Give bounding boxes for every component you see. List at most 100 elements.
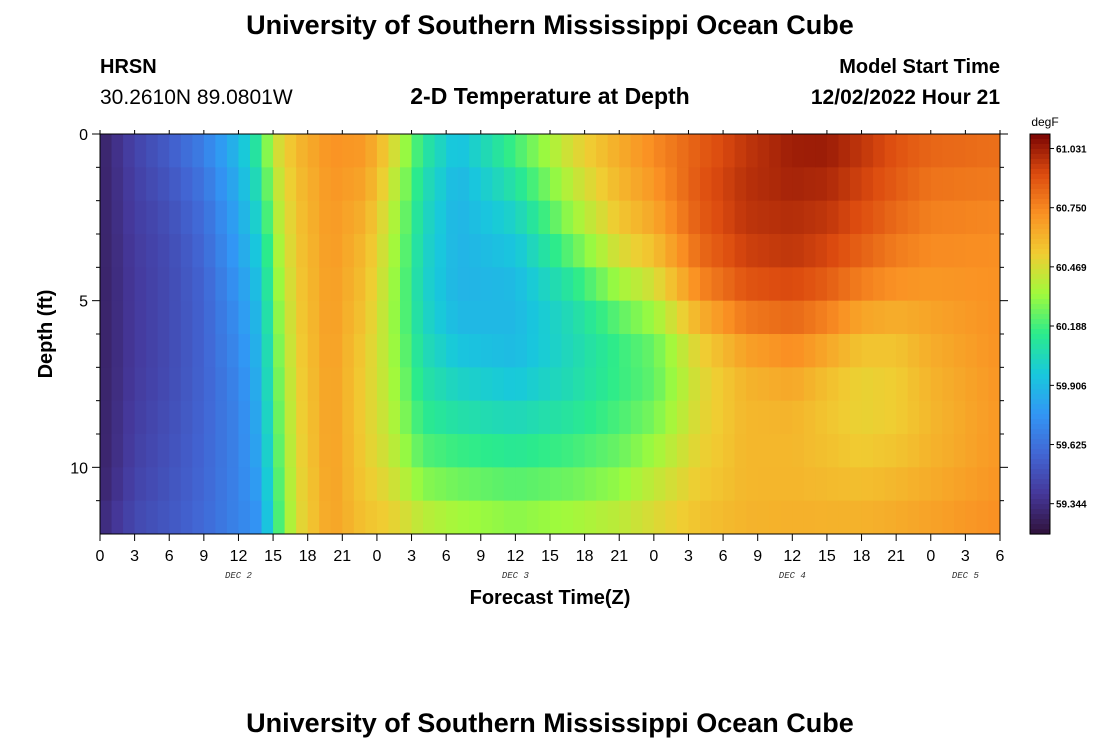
heatmap-cell: [653, 500, 666, 534]
heatmap-cell: [296, 234, 309, 268]
heatmap-cell: [815, 134, 828, 168]
heatmap-cell: [100, 400, 113, 435]
heatmap-cell: [492, 434, 505, 468]
heatmap-cell: [711, 234, 724, 268]
heatmap-cell: [700, 134, 713, 168]
heatmap-cell: [607, 367, 620, 402]
heatmap-cell: [457, 234, 470, 268]
heatmap-cell: [861, 200, 874, 235]
heatmap-cell: [907, 334, 920, 368]
heatmap-cell: [538, 300, 551, 335]
heatmap-cell: [584, 367, 597, 402]
x-tick-label: 15: [818, 548, 836, 565]
heatmap-cell: [480, 400, 493, 435]
heatmap-cell: [653, 167, 666, 202]
heatmap-cell: [226, 300, 240, 335]
heatmap-cell: [457, 134, 470, 168]
heatmap-cell: [538, 167, 551, 202]
heatmap-cell: [919, 334, 932, 368]
heatmap-cell: [411, 367, 424, 402]
heatmap-cell: [850, 500, 863, 534]
heatmap-cell: [388, 500, 401, 534]
heatmap-cell: [584, 200, 597, 235]
heatmap-cell: [238, 134, 251, 168]
heatmap-cell: [469, 467, 482, 502]
heatmap-cell: [907, 167, 920, 202]
heatmap-cell: [642, 134, 655, 168]
heatmap-cell: [896, 134, 909, 168]
heatmap-cell: [826, 367, 840, 402]
heatmap-cell: [884, 434, 897, 468]
heatmap-cell: [550, 167, 563, 202]
heatmap-cell: [815, 300, 828, 335]
heatmap-cell: [515, 400, 528, 435]
colorbar-segment: [1030, 394, 1050, 400]
heatmap-cell: [561, 134, 574, 168]
heatmap-cell: [573, 334, 586, 368]
heatmap-cell: [965, 467, 978, 502]
heatmap-cell: [146, 400, 159, 435]
heatmap-cell: [826, 300, 840, 335]
heatmap-cell: [953, 467, 966, 502]
heatmap-cell: [734, 134, 747, 168]
heatmap-cell: [319, 434, 332, 468]
heatmap-cell: [434, 467, 447, 502]
heatmap-cell: [711, 434, 724, 468]
heatmap-cell: [273, 400, 286, 435]
colorbar-segment: [1030, 444, 1050, 450]
heatmap-cell: [365, 400, 378, 435]
heatmap-cell: [711, 367, 724, 402]
heatmap-cell: [123, 334, 136, 368]
heatmap-cell: [307, 434, 320, 468]
heatmap-cell: [457, 300, 470, 335]
heatmap-cell: [434, 500, 447, 534]
heatmap-cell: [550, 367, 563, 402]
heatmap-cell: [723, 300, 736, 335]
heatmap-cell: [780, 267, 793, 302]
heatmap-cell: [653, 200, 666, 235]
y-tick-label: 5: [79, 294, 88, 311]
heatmap-cell: [873, 167, 886, 202]
heatmap-cell: [261, 300, 274, 335]
heatmap-cell: [873, 467, 886, 502]
heatmap-cell: [873, 234, 886, 268]
heatmap-cell: [746, 434, 759, 468]
heatmap-cell: [400, 300, 413, 335]
heatmap-cell: [573, 134, 586, 168]
heatmap-cell: [261, 167, 274, 202]
colorbar-segment: [1030, 249, 1050, 255]
heatmap-cell: [953, 400, 966, 435]
heatmap-cell: [711, 267, 724, 302]
heatmap-cell: [688, 400, 701, 435]
heatmap-cell: [965, 500, 978, 534]
heatmap-cell: [826, 167, 840, 202]
heatmap-cell: [123, 300, 136, 335]
heatmap-cell: [215, 234, 228, 268]
heatmap-cell: [100, 300, 113, 335]
heatmap-cell: [365, 467, 378, 502]
heatmap-cell: [411, 167, 424, 202]
heatmap-cell: [157, 167, 170, 202]
heatmap-cell: [757, 467, 770, 502]
colorbar-tick-label: 60.750: [1056, 204, 1087, 215]
heatmap-cell: [238, 434, 251, 468]
heatmap-cell: [146, 334, 159, 368]
colorbar-segment: [1030, 229, 1050, 235]
heatmap-cell: [492, 167, 505, 202]
heatmap-cell: [376, 134, 390, 168]
heatmap-cell: [723, 167, 736, 202]
heatmap-cell: [792, 200, 805, 235]
heatmap-cell: [400, 434, 413, 468]
heatmap-cell: [238, 367, 251, 402]
heatmap-cell: [169, 434, 182, 468]
heatmap-cell: [630, 267, 643, 302]
colorbar-segment: [1030, 489, 1050, 495]
heatmap-cell: [469, 434, 482, 468]
heatmap-cell: [434, 434, 447, 468]
heatmap-cell: [446, 267, 459, 302]
heatmap-cell: [146, 234, 159, 268]
colorbar-segment: [1030, 454, 1050, 460]
heatmap-cell: [250, 134, 263, 168]
heatmap-cell: [411, 434, 424, 468]
heatmap-cell: [700, 267, 713, 302]
